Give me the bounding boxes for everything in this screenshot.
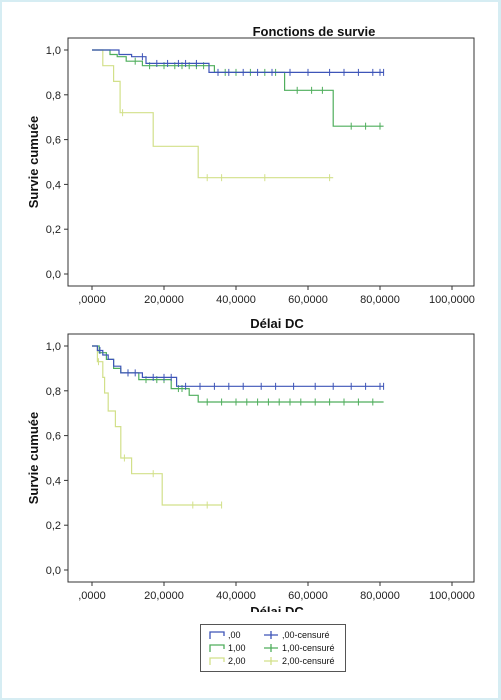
legend-line-icon [209,657,225,665]
legend-label: 1,00 [228,643,246,653]
plot-frame [67,333,475,583]
x-axis-label: Délai DC [250,604,304,612]
legend-label: 2,00-censuré [282,656,335,666]
y-tick-label: 0,4 [46,475,61,487]
x-tick-label: 100,0000 [429,294,475,306]
y-tick-label: 0,0 [46,565,61,577]
legend-censor-icon [264,631,278,639]
y-tick-label: 0,6 [46,135,61,147]
x-tick-label: 20,0000 [144,590,184,602]
legend-label: ,00-censuré [282,630,330,640]
y-axis-label: Survie cumuée [26,412,41,505]
y-tick-label: 0,2 [46,520,61,532]
x-tick-label: 40,0000 [216,294,256,306]
legend-item-200: 2,00 [209,655,246,667]
series-line-2 [92,49,334,179]
legend: ,00 ,00-censuré 1,00 1,00-censuré 2,00 2… [200,624,346,672]
x-axis-label: Délai DC [250,316,304,331]
x-tick-label: 60,0000 [288,590,328,602]
y-axis-label: Survie cumuée [26,116,41,209]
y-tick-label: 1,0 [46,45,61,57]
legend-line-icon [209,644,225,652]
survival-plots: Fonctions de survie 0,0 0,2 0,4 0,6 0,8 1,0 ,0… [26,24,475,612]
y-tick-label: 0,4 [46,179,61,191]
series-line-0 [92,49,384,73]
y-tick-label: 0,8 [46,90,61,102]
legend-censor-icon [264,657,278,665]
series-line-2 [92,345,222,506]
y-tick-label: 1,0 [46,341,61,353]
x-tick-label: 20,0000 [144,294,184,306]
x-tick-label: ,0000 [78,590,106,602]
survival-chart-top: 0,0 0,2 0,4 0,6 0,8 1,0 ,0000 20,0000 40,0000 60,… [26,37,475,331]
y-tick-label: 0,0 [46,269,61,281]
legend-label: 1,00-censuré [282,643,335,653]
y-tick-label: 0,2 [46,224,61,236]
legend-item-100: 1,00 [209,642,246,654]
legend-item-00: ,00 [209,629,241,641]
x-tick-label: 60,0000 [288,294,328,306]
series-line-1 [92,49,384,127]
legend-item-100-censored: 1,00-censuré [263,642,335,654]
legend-line-icon [209,631,225,639]
series-line-1 [92,345,384,403]
legend-label: 2,00 [228,656,246,666]
y-tick-label: 0,6 [46,431,61,443]
survival-chart-bottom: 0,0 0,2 0,4 0,6 0,8 1,0 ,0000 20,0000 40,0000 60,… [26,333,475,612]
x-tick-label: 100,0000 [429,590,475,602]
x-tick-label: 40,0000 [216,590,256,602]
x-tick-label: 80,0000 [360,294,400,306]
legend-item-00-censored: ,00-censuré [263,629,330,641]
y-tick-label: 0,8 [46,386,61,398]
x-tick-label: ,0000 [78,294,106,306]
legend-censor-icon [264,644,278,652]
chart-title: Fonctions de survie [253,24,376,39]
plot-frame [67,37,475,287]
legend-item-200-censored: 2,00-censuré [263,655,335,667]
series-line-0 [92,345,384,387]
x-tick-label: 80,0000 [360,590,400,602]
legend-label: ,00 [228,630,241,640]
